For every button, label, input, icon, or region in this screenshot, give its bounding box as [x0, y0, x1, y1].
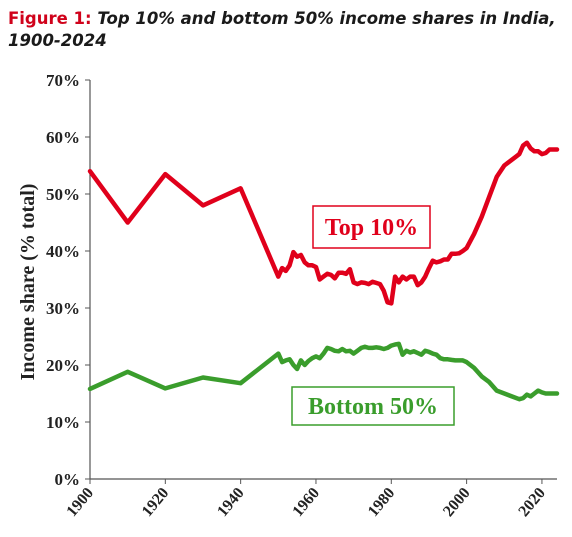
- y-tick-label: 0%: [55, 470, 81, 489]
- figure-label: Figure 1:: [8, 9, 92, 28]
- y-tick-label: 10%: [46, 413, 80, 432]
- x-tick-label: 2020: [515, 485, 549, 520]
- series-line-bottom-50: [87, 341, 560, 402]
- label-bottom-50-text: Bottom 50%: [308, 394, 438, 420]
- x-tick-label: 2000: [440, 485, 474, 520]
- figure-title: Figure 1: Top 10% and bottom 50% income …: [8, 8, 564, 52]
- label-bottom-50-box: [291, 386, 455, 426]
- label-bottom-50: Bottom 50%: [291, 386, 455, 426]
- chart-axes: [89, 80, 557, 480]
- figure-title-line2: 1900-2024: [8, 31, 107, 50]
- x-axis-ticks: 1900 1920 1940 1960 1980 2000 2020: [63, 479, 549, 520]
- x-tick-label: 1940: [214, 485, 248, 520]
- series-line-top-10: [87, 140, 560, 306]
- series-labels: Top 10% Bottom 50%: [291, 205, 455, 426]
- y-tick-label: 50%: [46, 185, 80, 204]
- chart-series: [87, 140, 560, 402]
- label-top-10-box: [312, 205, 431, 249]
- y-tick-label: 60%: [46, 128, 80, 147]
- y-tick-label: 30%: [46, 299, 80, 318]
- y-tick-label: 70%: [46, 71, 80, 90]
- x-tick-label: 1960: [289, 485, 323, 520]
- y-tick-label: 20%: [46, 356, 80, 375]
- x-tick-label: 1920: [139, 485, 173, 520]
- label-top-10: Top 10%: [312, 205, 431, 249]
- label-top-10-text: Top 10%: [325, 215, 418, 241]
- figure-title-text: Top 10% and bottom 50% income shares in …: [97, 9, 556, 28]
- x-tick-label: 1980: [365, 485, 399, 520]
- y-axis-ticks: 0% 10% 20% 30% 40% 50% 60% 70%: [46, 71, 90, 489]
- x-tick-label: 1900: [63, 485, 97, 520]
- y-tick-label: 40%: [46, 242, 80, 261]
- y-axis-label: Income share (% total): [17, 184, 39, 381]
